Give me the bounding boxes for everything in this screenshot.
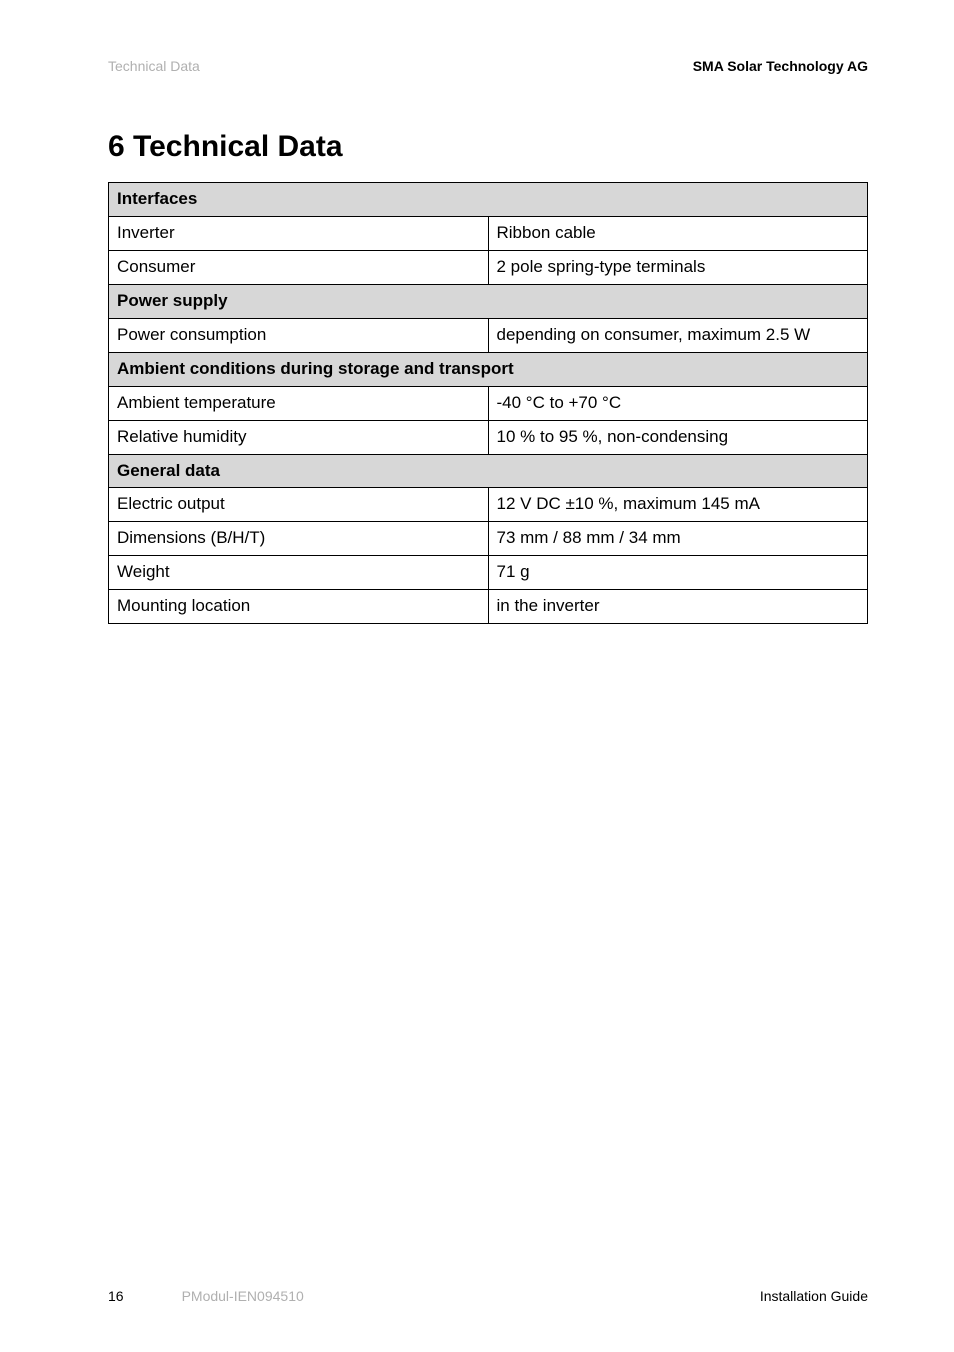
group-header-label: Interfaces xyxy=(109,183,868,217)
footer-guide-label: Installation Guide xyxy=(760,1288,868,1304)
table-row: Ambient temperature -40 °C to +70 °C xyxy=(109,386,868,420)
table-row: Relative humidity 10 % to 95 %, non-cond… xyxy=(109,420,868,454)
cell-value: in the inverter xyxy=(488,590,868,624)
footer-page-number: 16 xyxy=(108,1288,124,1304)
cell-value: depending on consumer, maximum 2.5 W xyxy=(488,318,868,352)
group-header-power-supply: Power supply xyxy=(109,284,868,318)
cell-label: Ambient temperature xyxy=(109,386,489,420)
page-footer: 16 PModul-IEN094510 Installation Guide xyxy=(108,1288,868,1304)
table-row: Dimensions (B/H/T) 73 mm / 88 mm / 34 mm xyxy=(109,522,868,556)
group-header-ambient-conditions: Ambient conditions during storage and tr… xyxy=(109,352,868,386)
cell-value: 2 pole spring-type terminals xyxy=(488,250,868,284)
cell-label: Consumer xyxy=(109,250,489,284)
cell-label: Power consumption xyxy=(109,318,489,352)
group-header-label: Ambient conditions during storage and tr… xyxy=(109,352,868,386)
table-row: Inverter Ribbon cable xyxy=(109,216,868,250)
footer-doc-code: PModul-IEN094510 xyxy=(182,1288,304,1304)
table-row: Mounting location in the inverter xyxy=(109,590,868,624)
running-header: Technical Data SMA Solar Technology AG xyxy=(108,58,868,74)
cell-label: Dimensions (B/H/T) xyxy=(109,522,489,556)
cell-value: -40 °C to +70 °C xyxy=(488,386,868,420)
cell-value: 71 g xyxy=(488,556,868,590)
cell-label: Mounting location xyxy=(109,590,489,624)
section-title: 6 Technical Data xyxy=(108,130,868,164)
cell-value: 10 % to 95 %, non-condensing xyxy=(488,420,868,454)
group-header-general-data: General data xyxy=(109,454,868,488)
running-header-left: Technical Data xyxy=(108,58,200,74)
table-row: Consumer 2 pole spring-type terminals xyxy=(109,250,868,284)
table-row: Electric output 12 V DC ±10 %, maximum 1… xyxy=(109,488,868,522)
table-row: Power consumption depending on consumer,… xyxy=(109,318,868,352)
footer-left-group: 16 PModul-IEN094510 xyxy=(108,1288,304,1304)
group-header-label: Power supply xyxy=(109,284,868,318)
cell-label: Inverter xyxy=(109,216,489,250)
running-header-right: SMA Solar Technology AG xyxy=(693,58,868,74)
technical-data-table: Interfaces Inverter Ribbon cable Consume… xyxy=(108,182,868,624)
cell-value: 73 mm / 88 mm / 34 mm xyxy=(488,522,868,556)
cell-value: 12 V DC ±10 %, maximum 145 mA xyxy=(488,488,868,522)
cell-label: Weight xyxy=(109,556,489,590)
cell-label: Electric output xyxy=(109,488,489,522)
group-header-label: General data xyxy=(109,454,868,488)
cell-value: Ribbon cable xyxy=(488,216,868,250)
page: Technical Data SMA Solar Technology AG 6… xyxy=(0,0,954,1352)
table-row: Weight 71 g xyxy=(109,556,868,590)
group-header-interfaces: Interfaces xyxy=(109,183,868,217)
cell-label: Relative humidity xyxy=(109,420,489,454)
